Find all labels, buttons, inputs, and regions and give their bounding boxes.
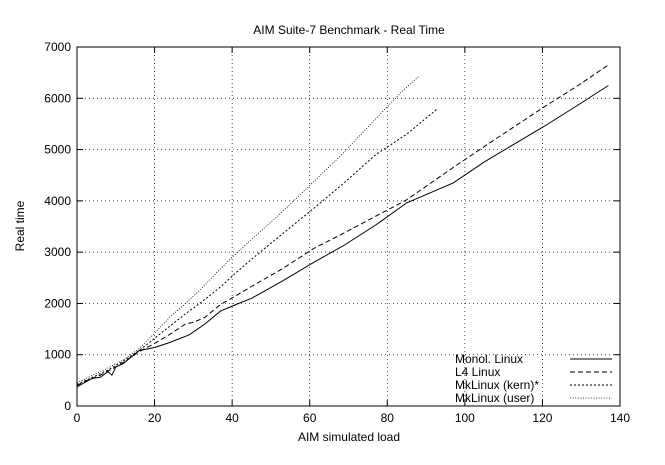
series-line-mklinux-kern: [76, 108, 439, 385]
legend-label-mklinux-user: MkLinux (user): [455, 391, 534, 405]
x-tick-label: 140: [610, 411, 630, 425]
x-tick-label: 20: [148, 411, 162, 425]
series-line-monol-linux: [76, 85, 609, 388]
x-tick-label: 0: [74, 411, 81, 425]
x-tick-label: 40: [225, 411, 239, 425]
y-tick-label: 1000: [44, 348, 71, 362]
x-tick-label: 100: [455, 411, 475, 425]
y-tick-label: 3000: [44, 245, 71, 259]
plot-frame: [76, 46, 621, 407]
y-tick-label: 7000: [44, 40, 71, 54]
y-tick-label: 2000: [44, 296, 71, 310]
chart-title: AIM Suite-7 Benchmark - Real Time: [253, 23, 445, 37]
x-tick-label: 80: [381, 411, 395, 425]
legend-label-mklinux-kern: MkLinux (kern)*: [455, 378, 539, 392]
series-lines: [76, 64, 609, 388]
y-tick-label: 4000: [44, 194, 71, 208]
y-tick-label: 6000: [44, 91, 71, 105]
y-axis-label: Real time: [13, 200, 27, 251]
x-tick-label: 60: [303, 411, 317, 425]
axis-ticks: 0 20 40 60 80 100 120 140 0 1000 2000 3000 4000 5000 6…: [44, 40, 630, 425]
legend-label-monol-linux: Monol. Linux: [455, 352, 523, 366]
series-line-l4-linux: [76, 64, 609, 386]
x-axis-label: AIM simulated load: [298, 430, 400, 444]
grid-lines: [77, 47, 620, 406]
x-tick-label: 120: [532, 411, 552, 425]
legend-label-l4-linux: L4 Linux: [455, 365, 500, 379]
y-tick-label: 5000: [44, 143, 71, 157]
y-tick-label: 0: [64, 399, 71, 413]
series-line-mklinux-user: [76, 76, 419, 384]
